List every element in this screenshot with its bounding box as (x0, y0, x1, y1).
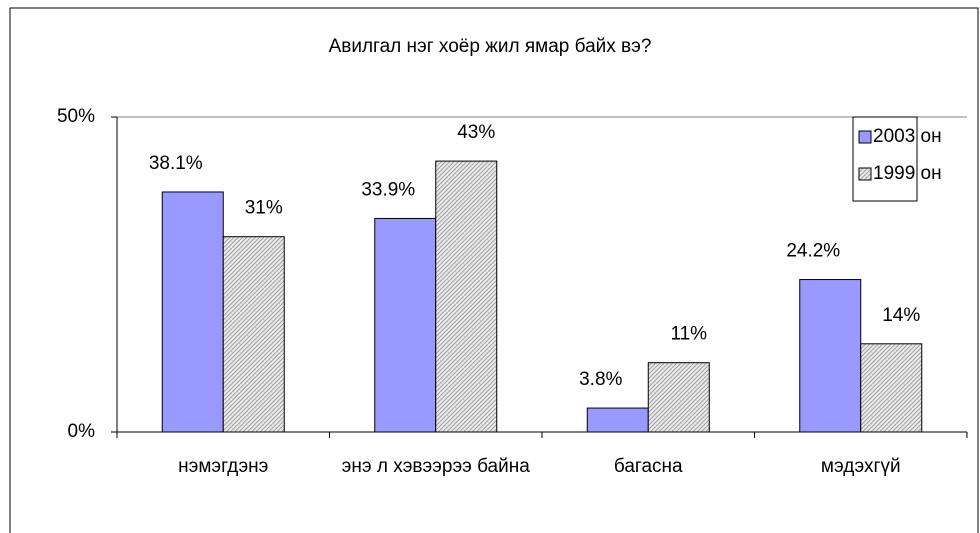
bar (586, 407, 649, 433)
bar (435, 160, 498, 433)
x-tick-label: багасна (613, 456, 683, 477)
bar (374, 217, 437, 433)
value-label: 33.9% (361, 179, 415, 200)
value-label: 3.8% (579, 369, 622, 390)
value-label: 31% (245, 198, 283, 219)
x-tick-label: энэ л хэвээрээ байна (341, 456, 530, 477)
value-label: 14% (882, 305, 920, 326)
value-label: 24.2% (786, 241, 840, 262)
bar (161, 191, 224, 433)
x-tick-label: мэдэхгүй (820, 456, 901, 477)
legend-label: 1999 он (873, 163, 942, 184)
value-label: 11% (670, 324, 707, 345)
legend-swatch (858, 130, 872, 144)
bar (799, 279, 862, 433)
chart-title: Авилгал нэг хоёр жил ямар байх вэ? (329, 36, 652, 57)
y-tick-label: 50% (57, 106, 95, 127)
bar (860, 343, 923, 433)
bar (222, 236, 285, 433)
value-label: 38.1% (149, 153, 203, 174)
value-label: 43% (457, 122, 495, 143)
bar (647, 362, 710, 433)
y-tick-label: 0% (68, 421, 96, 442)
chart-border (9, 7, 979, 533)
x-tick-label: нэмэгдэнэ (178, 456, 269, 477)
legend-label: 2003 он (873, 126, 942, 147)
legend-swatch (858, 167, 872, 181)
